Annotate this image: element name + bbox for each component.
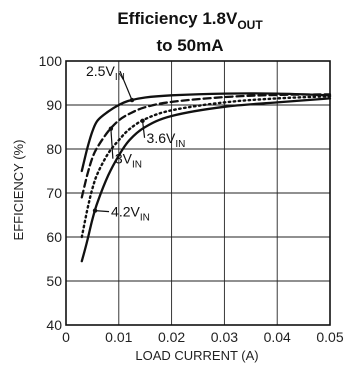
annotation-marker <box>92 208 98 213</box>
annotation-leader-line <box>94 210 110 213</box>
x-tick-label: 0.03 <box>211 329 238 345</box>
annotation-label: 2.5VIN <box>86 63 125 83</box>
annotation-label: 4.2VIN <box>111 204 150 224</box>
series-line-4-2v-in <box>80 97 332 263</box>
annotation-leader-line <box>119 70 133 101</box>
annotation-label: 3VIN <box>115 151 142 171</box>
y-tick-label: 60 <box>46 229 62 245</box>
annotation-label: 3.6VIN <box>147 130 186 150</box>
x-tick-label: 0.02 <box>158 329 185 345</box>
series-line-3v-in <box>80 93 332 199</box>
x-tick-label: 0.05 <box>316 329 343 345</box>
y-axis-label: EFFICIENCY (%) <box>11 140 26 241</box>
plot-frame <box>65 60 331 326</box>
chart-title-subscript: OUT <box>237 18 263 32</box>
chart-title-line2: to 50mA <box>156 36 223 55</box>
annotation-marker <box>140 118 145 123</box>
annotation-subscript: IN <box>175 139 185 150</box>
annotation-main: 3.6V <box>147 130 176 146</box>
y-tick-label: 70 <box>46 185 62 201</box>
y-tick-label: 50 <box>46 273 62 289</box>
annotation-main: 2.5V <box>86 63 115 79</box>
annotation-subscript: IN <box>132 160 142 171</box>
annotation-leader-line <box>141 120 146 138</box>
x-tick-label: 0.01 <box>105 329 132 345</box>
x-tick-label: 0 <box>62 329 70 345</box>
annotation-main: 3V <box>115 151 133 167</box>
annotation-main: 4.2V <box>111 204 140 220</box>
annotation-marker <box>108 126 114 131</box>
annotation-leader-line <box>110 128 114 159</box>
chart-title-line1: Efficiency 1.8VOUT <box>117 9 263 32</box>
series-line-2-5v-in <box>80 92 332 173</box>
annotation-marker <box>129 97 135 103</box>
x-axis-label: LOAD CURRENT (A) <box>135 348 258 363</box>
chart-title-main: Efficiency 1.8V <box>117 9 238 28</box>
annotation-subscript: IN <box>115 72 125 83</box>
series-lines <box>80 92 332 263</box>
y-tick-label: 80 <box>46 141 62 157</box>
series-line-3-6v-in <box>80 95 332 239</box>
y-tick-label: 100 <box>39 53 63 69</box>
y-tick-label: 90 <box>46 97 62 113</box>
tick-labels: 0 0.01 0.02 0.03 0.04 0.05 40 50 60 70 80 90 100 <box>39 53 344 345</box>
x-tick-label: 0.04 <box>264 329 291 345</box>
annotation-subscript: IN <box>140 213 150 224</box>
y-tick-label: 40 <box>46 317 62 333</box>
